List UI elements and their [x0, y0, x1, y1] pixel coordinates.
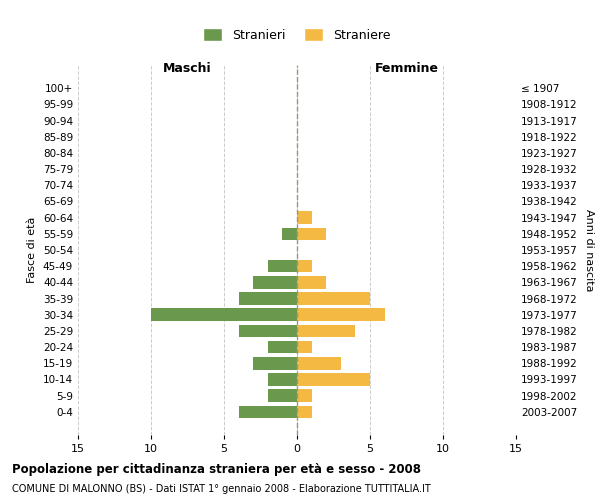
Bar	[253, 357, 297, 370]
Bar	[297, 406, 311, 418]
Bar	[268, 341, 297, 353]
Bar	[297, 292, 370, 305]
Bar	[239, 406, 297, 418]
Bar	[297, 390, 311, 402]
Bar	[297, 357, 341, 370]
Text: Maschi: Maschi	[163, 62, 212, 75]
Bar	[268, 373, 297, 386]
Bar	[151, 308, 297, 321]
Bar	[283, 228, 297, 240]
Bar	[253, 276, 297, 288]
Bar	[268, 260, 297, 272]
Bar	[297, 373, 370, 386]
Bar	[297, 341, 311, 353]
Bar	[239, 292, 297, 305]
Bar	[297, 228, 326, 240]
Y-axis label: Anni di nascita: Anni di nascita	[584, 209, 594, 291]
Bar	[297, 324, 355, 337]
Bar	[268, 390, 297, 402]
Legend: Stranieri, Straniere: Stranieri, Straniere	[199, 23, 395, 47]
Bar	[297, 212, 311, 224]
Y-axis label: Fasce di età: Fasce di età	[28, 217, 37, 283]
Bar	[297, 260, 311, 272]
Bar	[297, 276, 326, 288]
Bar	[239, 324, 297, 337]
Text: Popolazione per cittadinanza straniera per età e sesso - 2008: Popolazione per cittadinanza straniera p…	[12, 462, 421, 475]
Bar	[297, 308, 385, 321]
Text: COMUNE DI MALONNO (BS) - Dati ISTAT 1° gennaio 2008 - Elaborazione TUTTITALIA.IT: COMUNE DI MALONNO (BS) - Dati ISTAT 1° g…	[12, 484, 431, 494]
Text: Femmine: Femmine	[374, 62, 439, 75]
